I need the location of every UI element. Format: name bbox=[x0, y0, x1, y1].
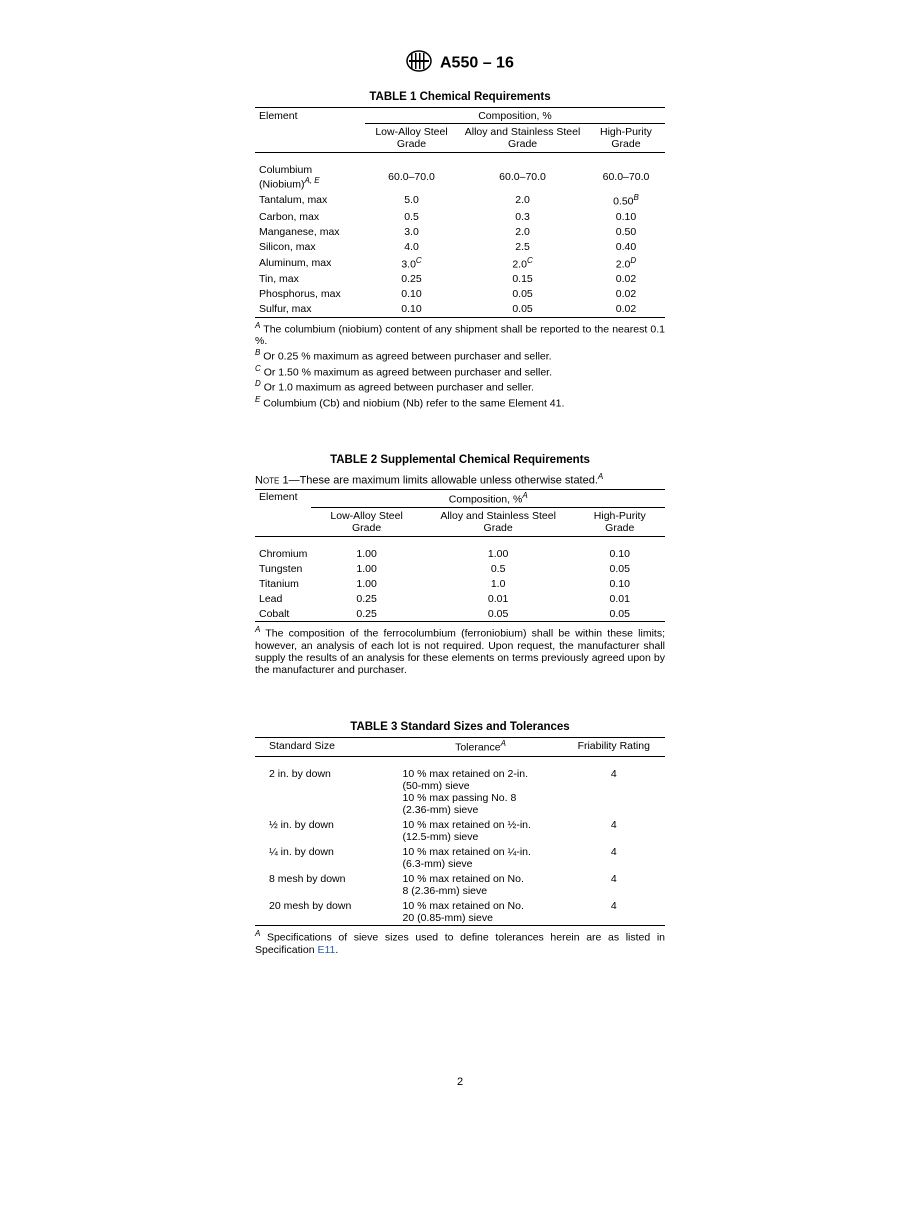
table-row: Tungsten1.000.50.05 bbox=[255, 561, 665, 576]
table2-note: Note 1—These are maximum limits allowabl… bbox=[255, 472, 665, 487]
t1-col-comp: Composition, % bbox=[365, 108, 665, 124]
table-row: Tin, max0.250.150.02 bbox=[255, 272, 665, 287]
table-row: Titanium1.001.00.10 bbox=[255, 576, 665, 591]
table3: Standard Size ToleranceA Friability Rati… bbox=[255, 737, 665, 927]
table-row: 8 mesh by down10 % max retained on No. 8… bbox=[255, 871, 665, 898]
table-row: ¼ in. by down10 % max retained on ¼-in. … bbox=[255, 844, 665, 871]
table2-title: TABLE 2 Supplemental Chemical Requiremen… bbox=[255, 454, 665, 466]
page-number: 2 bbox=[255, 1076, 665, 1088]
t3-col-tol: ToleranceA bbox=[399, 737, 563, 755]
table-row: Tantalum, max5.02.00.50B bbox=[255, 192, 665, 210]
table-row: 20 mesh by down10 % max retained on No. … bbox=[255, 898, 665, 925]
t3-col-size: Standard Size bbox=[255, 737, 399, 755]
table3-footnotes: A Specifications of sieve sizes used to … bbox=[255, 929, 665, 956]
doc-header: A550 – 16 bbox=[255, 50, 665, 77]
table-row: Lead0.250.010.01 bbox=[255, 591, 665, 606]
t1-col-high: High-Purity Grade bbox=[587, 124, 665, 152]
t3-col-fri: Friability Rating bbox=[563, 737, 666, 755]
table-row: 2 in. by down10 % max retained on 2-in. … bbox=[255, 766, 665, 817]
table-row: Carbon, max0.50.30.10 bbox=[255, 209, 665, 224]
t1-col-element: Element bbox=[255, 108, 365, 152]
table3-title: TABLE 3 Standard Sizes and Tolerances bbox=[255, 721, 665, 733]
table-row: Cobalt0.250.050.05 bbox=[255, 606, 665, 621]
t2-col-element: Element bbox=[255, 489, 311, 535]
doc-designation: A550 – 16 bbox=[440, 55, 514, 72]
table1: Element Composition, % Low-Alloy Steel G… bbox=[255, 107, 665, 318]
table-row: Chromium1.001.000.10 bbox=[255, 546, 665, 561]
astm-logo-icon bbox=[406, 50, 432, 77]
t2-col-alloy: Alloy and Stainless Steel Grade bbox=[422, 508, 575, 536]
t1-col-alloy: Alloy and Stainless Steel Grade bbox=[458, 124, 587, 152]
table-row: Columbium (Niobium)A, E60.0–70.060.0–70.… bbox=[255, 162, 665, 192]
t2-col-low: Low-Alloy Steel Grade bbox=[311, 508, 421, 536]
table2: Element Composition, %A Low-Alloy Steel … bbox=[255, 489, 665, 623]
table-row: Sulfur, max0.100.050.02 bbox=[255, 302, 665, 317]
t1-col-low: Low-Alloy Steel Grade bbox=[365, 124, 458, 152]
t2-col-comp: Composition, %A bbox=[311, 489, 665, 508]
table-row: Silicon, max4.02.50.40 bbox=[255, 239, 665, 254]
table-row: Manganese, max3.02.00.50 bbox=[255, 224, 665, 239]
table-row: Phosphorus, max0.100.050.02 bbox=[255, 287, 665, 302]
table-row: ½ in. by down10 % max retained on ½-in. … bbox=[255, 817, 665, 844]
table2-footnotes: A The composition of the ferrocolumbium … bbox=[255, 625, 665, 676]
table-row: Aluminum, max3.0C2.0C2.0D bbox=[255, 254, 665, 272]
t2-col-high: High-Purity Grade bbox=[575, 508, 666, 536]
table1-footnotes: A The columbium (niobium) content of any… bbox=[255, 321, 665, 410]
table1-title: TABLE 1 Chemical Requirements bbox=[255, 91, 665, 103]
